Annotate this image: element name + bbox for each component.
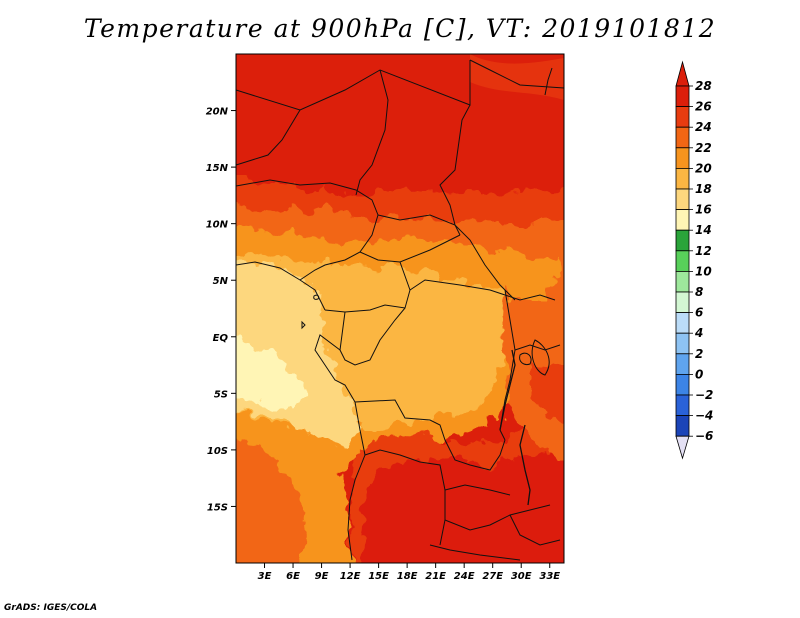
colorbar-segment <box>675 332 690 355</box>
x-tick-label: 3E <box>258 571 272 582</box>
colorbar-label: 18 <box>695 182 712 196</box>
colorbar-label: 8 <box>695 285 703 299</box>
colorbar-segment <box>675 353 690 375</box>
colorbar-segment <box>675 126 690 149</box>
x-tick-label: 27E <box>482 571 503 582</box>
colorbar-under-arrow <box>675 435 690 460</box>
colorbar-segment <box>675 85 690 108</box>
x-tick-label: 18E <box>397 571 418 582</box>
colorbar-segment <box>675 270 690 293</box>
colorbar-label: 0 <box>695 367 703 381</box>
colorbar-segment <box>675 229 690 252</box>
colorbar-label: 16 <box>695 203 712 217</box>
colorbar-segment <box>675 209 690 231</box>
colorbar-segment <box>675 147 690 169</box>
colorbar-segment <box>675 106 690 128</box>
x-tick-label: 6E <box>286 571 300 582</box>
y-tick-label: 10S <box>207 446 228 457</box>
colorbar-label: 28 <box>695 79 712 93</box>
colorbar-label: 2 <box>695 347 703 361</box>
colorbar-label: 14 <box>695 223 712 237</box>
y-tick-label: 20N <box>206 107 229 118</box>
colorbar-segment <box>675 291 690 314</box>
y-tick-label: 5N <box>213 276 229 287</box>
colorbar-label: 12 <box>695 244 712 258</box>
colorbar-label: 26 <box>695 100 712 114</box>
colorbar-label: 6 <box>695 306 703 320</box>
country-borders <box>236 59 564 561</box>
colorbar-label: −2 <box>695 388 713 402</box>
temperature-field <box>236 54 564 563</box>
colorbar-over-arrow <box>675 60 690 87</box>
colorbar-segment <box>675 188 690 211</box>
chart-title: Temperature at 900hPa [C], VT: 201910181… <box>83 14 717 43</box>
colorbar-label: −4 <box>695 409 713 423</box>
colorbar-segment <box>675 250 690 272</box>
x-tick-label: 21E <box>425 571 446 582</box>
x-tick-label: 12E <box>340 571 361 582</box>
colorbar-segment <box>675 373 690 396</box>
colorbar-label: 24 <box>695 120 712 134</box>
grads-credit: GrADS: IGES/COLA <box>4 603 98 613</box>
colorbar-label: −6 <box>695 429 713 443</box>
x-tick-label: 15E <box>368 571 389 582</box>
map-frame <box>235 53 565 564</box>
y-axis: 20N 15N 10N 5N EQ 5S 10S 15S <box>206 107 236 513</box>
colorbar-label: 22 <box>695 141 712 155</box>
x-tick-label: 9E <box>315 571 329 582</box>
colorbar-segment <box>675 394 690 417</box>
colorbar-segment <box>675 415 690 437</box>
y-tick-label: 15N <box>206 163 229 174</box>
x-axis: 3E 6E 9E 12E 15E 18E 21E 24E 27E 30E 33E <box>258 563 560 582</box>
colorbar-segment <box>675 312 690 334</box>
y-tick-label: EQ <box>213 333 229 344</box>
x-tick-label: 33E <box>539 571 560 582</box>
x-tick-label: 30E <box>511 571 532 582</box>
y-tick-label: 5S <box>214 389 228 400</box>
colorbar-segment <box>675 167 690 190</box>
colorbar-label: 4 <box>694 326 703 340</box>
colorbar-label: 10 <box>695 264 712 278</box>
y-tick-label: 10N <box>206 220 229 231</box>
x-tick-label: 24E <box>454 571 475 582</box>
y-tick-label: 15S <box>207 502 228 513</box>
colorbar-label: 20 <box>695 161 712 175</box>
